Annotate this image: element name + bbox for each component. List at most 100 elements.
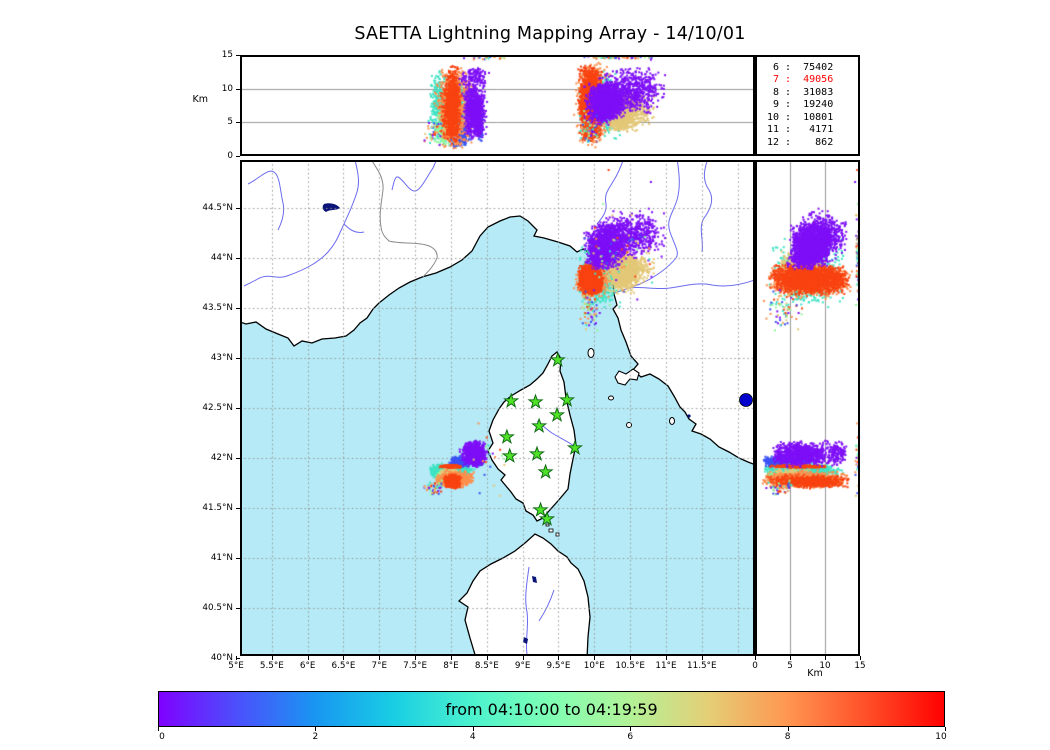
- right-km-tick: [860, 656, 861, 660]
- map-panel: [240, 160, 755, 656]
- lma-station-star: [527, 393, 544, 409]
- lon-tick: [379, 656, 381, 660]
- lat-tick: [236, 508, 240, 509]
- lon-tick-label: 10.5°E: [615, 661, 645, 671]
- lat-tick-label: 42°N: [210, 453, 233, 463]
- lma-station-star: [531, 417, 548, 433]
- altitude-tick: [236, 122, 240, 124]
- lon-tick: [522, 656, 524, 660]
- lon-tick-label: 5.5°E: [259, 661, 284, 671]
- lon-tick-label: 10°E: [583, 661, 605, 671]
- lma-station-star: [548, 406, 566, 422]
- legend-row-6: 6 : 75402: [767, 61, 834, 73]
- lat-tick-label: 44°N: [210, 253, 233, 263]
- lon-tick-label: 6°E: [299, 661, 316, 671]
- lat-tick: [236, 558, 240, 559]
- right-km-tick-label: 10: [819, 661, 831, 671]
- lon-tick: [701, 656, 703, 660]
- lat-tick-label: 41.5°N: [202, 503, 233, 513]
- lon-tick-label: 9°E: [514, 661, 531, 671]
- lon-tick-label: 11.5°E: [687, 661, 717, 671]
- colorbar-tick-label: 4: [469, 732, 476, 742]
- lma-station-star: [528, 445, 546, 461]
- lma-station-star: [566, 439, 584, 455]
- lat-tick: [236, 408, 240, 409]
- lon-tick-label: 5°E: [228, 661, 244, 671]
- lma-station-star: [549, 351, 566, 367]
- lma-station-star: [498, 428, 515, 444]
- time-colorbar: from 04:10:00 to 04:19:59: [158, 691, 945, 727]
- lma-station-star: [503, 392, 520, 408]
- lma-station-star: [537, 463, 554, 479]
- colorbar-tick-label: 6: [627, 732, 634, 742]
- legend-row-11: 11 : 4171: [767, 124, 834, 136]
- altitude-tick-label: 10: [221, 83, 233, 94]
- lon-tick: [450, 656, 452, 660]
- lon-tick: [415, 656, 417, 660]
- altitude-longitude-scatter: [240, 55, 755, 156]
- lat-tick-label: 43.5°N: [202, 303, 233, 313]
- colorbar-tick: [315, 727, 317, 731]
- station-count-legend: 6 : 75402 7 : 49056 8 : 31083 9 : 19240 1…: [755, 55, 860, 156]
- altitude-latitude-panel: [755, 160, 860, 656]
- altitude-tick-label: 0: [227, 151, 233, 161]
- lma-stations-layer: [498, 351, 584, 526]
- lon-tick: [343, 656, 345, 660]
- colorbar-tick: [158, 727, 159, 731]
- right-panel-xlabel: Km: [807, 668, 823, 679]
- altitude-latitude-scatter: [755, 160, 860, 656]
- colorbar-tick: [945, 727, 946, 731]
- lon-tick: [558, 656, 560, 660]
- lon-tick-label: 8°E: [443, 661, 459, 671]
- lat-tick: [236, 458, 240, 459]
- lma-station-star: [501, 447, 518, 463]
- figure-title: SAETTA Lightning Mapping Array - 14/10/0…: [354, 24, 746, 44]
- lon-tick: [630, 656, 632, 660]
- lat-tick: [236, 608, 240, 609]
- lat-tick: [236, 208, 240, 209]
- colorbar-tick-label: 10: [935, 732, 947, 742]
- legend-row-12: 12 : 862: [767, 136, 834, 148]
- lon-tick-label: 9.5°E: [546, 661, 571, 671]
- right-km-tick-label: 5: [787, 661, 793, 671]
- colorbar-tick-label: 8: [784, 732, 791, 742]
- right-km-tick-label: 0: [752, 661, 758, 671]
- colorbar-tick: [630, 727, 632, 731]
- lon-tick: [307, 656, 309, 660]
- lat-tick: [236, 658, 240, 659]
- lat-tick-label: 42.5°N: [202, 403, 233, 413]
- lon-tick-label: 7.5°E: [403, 661, 428, 671]
- colorbar-label: from 04:10:00 to 04:19:59: [445, 699, 658, 719]
- lon-tick: [594, 656, 596, 660]
- legend-row-7: 7 : 49056: [767, 74, 834, 86]
- lon-tick-label: 8.5°E: [474, 661, 499, 671]
- lat-tick-label: 41°N: [210, 553, 233, 563]
- lon-tick-label: 7°E: [371, 661, 388, 671]
- right-km-tick: [825, 656, 826, 660]
- lat-tick: [236, 258, 240, 259]
- lma-station-star: [558, 391, 576, 407]
- altitude-tick: [236, 88, 240, 90]
- altitude-tick: [236, 55, 240, 56]
- right-km-tick: [755, 656, 756, 660]
- altitude-tick-label: 5: [227, 117, 233, 128]
- lon-tick: [665, 656, 667, 660]
- lon-tick-label: 6.5°E: [331, 661, 356, 671]
- lon-tick-label: 11°E: [655, 661, 677, 671]
- lma-station-star: [538, 510, 556, 526]
- colorbar-tick: [787, 727, 789, 731]
- altitude-tick-label: 15: [221, 50, 233, 60]
- lon-tick: [271, 656, 273, 660]
- altitude-longitude-panel: [240, 55, 755, 156]
- lma-station-star: [532, 501, 549, 517]
- map-lightning-scatter: [240, 160, 755, 656]
- right-km-tick: [790, 656, 791, 660]
- lon-tick: [486, 656, 488, 660]
- lat-tick-label: 44.5°N: [202, 203, 233, 213]
- lat-tick-label: 40.5°N: [202, 603, 233, 613]
- lat-tick: [236, 358, 240, 359]
- colorbar-tick-label: 0: [159, 732, 165, 742]
- station-count-legend-panel: [755, 55, 860, 156]
- colorbar-tick-label: 2: [312, 732, 319, 742]
